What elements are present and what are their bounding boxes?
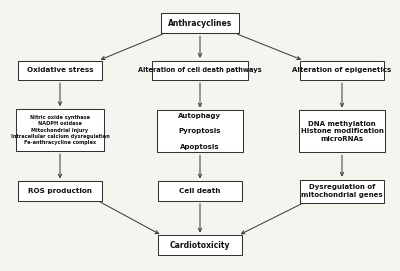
Text: Cardiotoxicity: Cardiotoxicity — [170, 241, 230, 250]
FancyBboxPatch shape — [158, 181, 242, 201]
FancyBboxPatch shape — [16, 109, 104, 151]
FancyBboxPatch shape — [299, 111, 385, 152]
FancyBboxPatch shape — [157, 111, 243, 152]
Text: Dysregulation of
mitochondrial genes: Dysregulation of mitochondrial genes — [301, 184, 383, 198]
Text: Alteration of epigenetics: Alteration of epigenetics — [292, 67, 392, 73]
FancyBboxPatch shape — [300, 61, 384, 80]
FancyBboxPatch shape — [18, 61, 102, 80]
Text: Cell death: Cell death — [179, 188, 221, 194]
FancyBboxPatch shape — [158, 235, 242, 255]
Text: ROS production: ROS production — [28, 188, 92, 194]
FancyBboxPatch shape — [300, 179, 384, 203]
Text: DNA methylation
Histone modification
microRNAs: DNA methylation Histone modification mic… — [300, 121, 384, 142]
Text: Autophagy

Pyroptosis

Apoptosis: Autophagy Pyroptosis Apoptosis — [178, 113, 222, 150]
Text: Nitric oxide synthase
NADPH oxidase
Mitochondrial injury
Intracellular calcium d: Nitric oxide synthase NADPH oxidase Mito… — [11, 115, 109, 145]
FancyBboxPatch shape — [152, 61, 248, 80]
Text: Alteration of cell death pathways: Alteration of cell death pathways — [138, 67, 262, 73]
FancyBboxPatch shape — [161, 13, 239, 33]
FancyBboxPatch shape — [18, 181, 102, 201]
Text: Anthracyclines: Anthracyclines — [168, 18, 232, 28]
Text: Oxidative stress: Oxidative stress — [27, 67, 93, 73]
